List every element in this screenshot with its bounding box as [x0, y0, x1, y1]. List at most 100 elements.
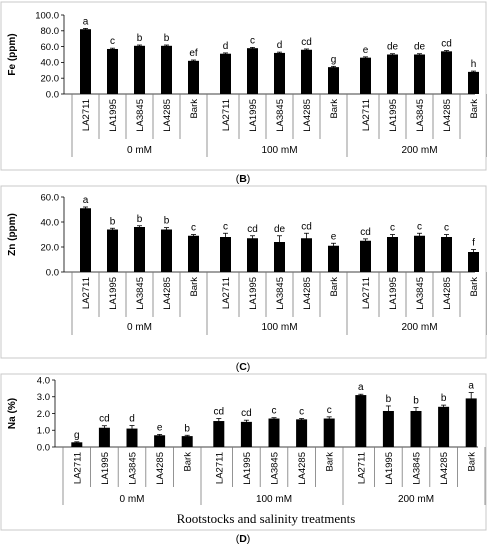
y-tick-label: 4.0 — [37, 375, 50, 386]
x-tick-label: Bark — [329, 277, 340, 297]
y-tick-label: 20.0 — [41, 74, 60, 85]
y-tick-label: 40.0 — [41, 217, 60, 228]
panel-border — [0, 373, 487, 531]
bar — [382, 410, 394, 447]
significance-letter: b — [164, 216, 170, 227]
significance-letter: cd — [301, 221, 312, 232]
bar — [468, 71, 479, 94]
x-tick-label: LA1995 — [384, 452, 395, 485]
x-tick-label: LA2711 — [214, 452, 225, 484]
x-tick-label: Bark — [183, 452, 194, 472]
bar — [274, 242, 285, 272]
bar — [134, 45, 145, 94]
significance-letter: f — [472, 238, 475, 249]
x-tick-label: LA2711 — [361, 277, 372, 309]
panel-label: (D) — [236, 533, 251, 545]
significance-letter: cd — [301, 37, 312, 48]
bar — [247, 238, 258, 272]
bar — [360, 240, 371, 272]
bar — [301, 238, 312, 272]
y-tick-label: 0.0 — [46, 89, 59, 100]
significance-letter: g — [74, 430, 80, 441]
significance-letter: c — [110, 36, 115, 47]
significance-letter: a — [83, 195, 89, 206]
bar — [441, 51, 452, 94]
bar — [410, 410, 422, 447]
bar — [441, 237, 452, 272]
y-tick-label: 100.0 — [35, 10, 59, 21]
bar — [465, 398, 477, 447]
y-tick-label: 80.0 — [41, 26, 60, 37]
fe-chart-panel: 0.0 20.0 40.0 60.0 80.0 100.0 Fe (ppm) a LA2711 c… — [0, 1, 487, 185]
x-tick-label: LA2711 — [361, 99, 372, 131]
bar — [240, 421, 252, 447]
x-tick-label: LA3845 — [415, 277, 426, 310]
group-label: 100 mM — [261, 145, 297, 156]
x-tick-label: LA4285 — [302, 277, 313, 310]
x-tick-label: LA3845 — [128, 452, 139, 485]
bar — [154, 435, 166, 447]
x-tick-label: LA4285 — [162, 99, 173, 132]
x-tick-label: Bark — [189, 277, 200, 297]
bar — [387, 237, 398, 272]
x-tick-label: LA4285 — [442, 277, 453, 310]
significance-letter: cd — [441, 39, 452, 50]
significance-letter: cd — [214, 407, 225, 418]
significance-letter: b — [413, 396, 419, 407]
significance-letter: e — [331, 231, 337, 242]
panel-label: (C) — [236, 361, 251, 373]
significance-letter: de — [414, 42, 426, 53]
x-tick-label: Bark — [329, 99, 340, 119]
significance-letter: cd — [360, 227, 371, 238]
x-tick-label: Bark — [189, 99, 200, 119]
x-tick-label: LA1995 — [388, 277, 399, 310]
x-tick-label: LA2711 — [221, 99, 232, 131]
panel-border — [0, 185, 487, 359]
bar — [274, 52, 285, 94]
y-tick-label: 2.0 — [37, 409, 50, 420]
y-axis-label: Fe (ppm) — [7, 33, 18, 75]
significance-letter: ef — [189, 48, 198, 59]
x-tick-label: LA2711 — [81, 99, 92, 131]
x-tick-label: LA1995 — [248, 99, 259, 132]
group-label: 200 mM — [401, 322, 437, 333]
y-axis-label: Zn (ppm) — [7, 213, 18, 256]
y-tick-label: 60.0 — [41, 192, 60, 203]
significance-letter: d — [129, 414, 135, 425]
panel-label: (B) — [236, 173, 251, 185]
x-tick-label: LA4285 — [155, 452, 166, 485]
x-tick-label: LA1995 — [388, 99, 399, 132]
x-axis-label: Rootstocks and salinity treatments — [177, 511, 356, 526]
significance-letter: b — [386, 394, 392, 405]
significance-letter: b — [164, 33, 170, 44]
x-tick-label: LA1995 — [108, 277, 119, 310]
zn-chart-panel: 0.0 20.0 40.0 60.0 Zn (ppm) a LA2711 b LA1995 b LA… — [0, 185, 487, 373]
x-tick-label: LA4285 — [297, 452, 308, 485]
x-tick-label: LA3845 — [415, 99, 426, 132]
bar — [98, 427, 110, 447]
significance-letter: a — [83, 16, 89, 27]
y-tick-label: 60.0 — [41, 42, 60, 53]
significance-letter: b — [137, 33, 143, 44]
significance-letter: c — [272, 406, 277, 417]
significance-letter: cd — [241, 408, 252, 419]
bar — [220, 53, 231, 94]
x-tick-label: Bark — [325, 452, 336, 472]
y-tick-label: 0.0 — [37, 442, 50, 453]
x-tick-label: LA1995 — [100, 452, 111, 485]
x-tick-label: LA3845 — [135, 277, 146, 310]
bar — [414, 235, 425, 272]
x-tick-label: LA1995 — [108, 99, 119, 132]
bar — [220, 237, 231, 272]
y-tick-label: 1.0 — [37, 426, 50, 437]
bar — [107, 48, 118, 94]
x-tick-label: Bark — [469, 99, 480, 119]
bar — [355, 395, 367, 447]
bar — [188, 235, 199, 272]
x-tick-label: LA4285 — [302, 99, 313, 132]
bar — [134, 227, 145, 272]
bar — [247, 48, 258, 94]
bar — [126, 428, 138, 447]
significance-letter: cd — [99, 414, 110, 425]
